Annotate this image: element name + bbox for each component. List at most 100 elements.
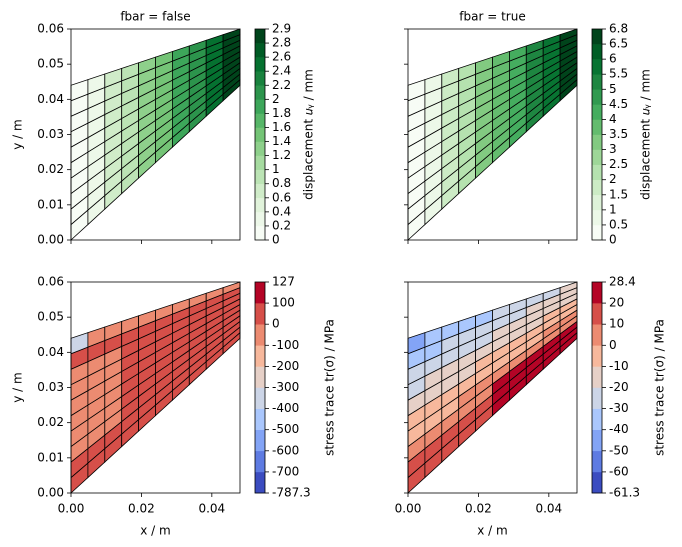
colorbar-tick-label: -500: [272, 422, 299, 436]
colorbar-tick-label: -200: [272, 359, 299, 373]
colorbar-tick-label: 6.8: [609, 22, 628, 36]
colorbar-segment: [255, 99, 265, 114]
colorbar-segment: [592, 366, 602, 388]
colorbar-segment: [255, 324, 265, 346]
colorbar-segment: [255, 113, 265, 128]
x-tick-label: 0.00: [395, 502, 422, 516]
colorbar-segment: [592, 29, 602, 45]
colorbar-segment: [592, 59, 602, 75]
colorbar-tick-label: 6: [609, 52, 617, 66]
y-tick-label: 0.05: [37, 310, 64, 324]
colorbar-segment: [592, 44, 602, 60]
colorbar-tick-label: -787.3: [272, 486, 311, 500]
x-axis-label: x / m: [140, 524, 170, 538]
colorbar-tick-label: 10: [609, 317, 624, 331]
colorbar-tick-label: 1.4: [272, 134, 291, 148]
colorbar-tick-label: -300: [272, 380, 299, 394]
x-axis-label: x / m: [477, 524, 507, 538]
colorbar-tick-label: 1: [272, 162, 280, 176]
y-axis-label: y / m: [11, 119, 25, 149]
colorbar-tick-label: 2.6: [272, 50, 291, 64]
colorbar-tick-label: 2.5: [609, 157, 628, 171]
x-tick-label: 0.04: [198, 502, 225, 516]
colorbar-tick-label: 1.8: [272, 106, 291, 120]
colorbar-segment: [592, 89, 602, 105]
colorbar-segment: [592, 408, 602, 430]
x-tick-label: 0.02: [128, 502, 155, 516]
y-tick-label: 0.01: [37, 450, 64, 464]
y-tick-label: 0.01: [37, 197, 64, 211]
colorbar-segment: [592, 164, 602, 181]
colorbar-segment: [255, 225, 265, 241]
colorbar-segment: [592, 282, 602, 304]
colorbar-segment: [592, 387, 602, 409]
colorbar-segment: [255, 408, 265, 430]
colorbar-tick-label: 127: [272, 275, 295, 289]
colorbar-tick-label: 0.4: [272, 204, 291, 218]
colorbar-segment: [255, 169, 265, 185]
colorbar-frame: [254, 28, 266, 241]
colorbar-segment: [255, 57, 265, 72]
colorbar-tick-label: 4: [609, 112, 617, 126]
colorbar-tick-label: 1: [609, 202, 617, 216]
colorbar-segment: [255, 450, 265, 473]
colorbar-segment: [255, 155, 265, 170]
colorbar-segment: [255, 29, 265, 44]
colorbar-segment: [255, 183, 265, 199]
colorbar-tick-label: 0.8: [272, 176, 291, 190]
colorbar-tick-label: -10: [609, 359, 629, 373]
colorbar-segment: [592, 345, 602, 367]
colorbar-tick-label: 2.2: [272, 78, 291, 92]
y-tick-label: 0.02: [37, 162, 64, 176]
colorbar-segment: [255, 366, 265, 388]
colorbar-tick-label: 1.5: [609, 187, 628, 201]
colorbar-label: displacement 𝑢ᵧ / mm: [639, 69, 653, 200]
colorbar-tick-label: 0: [609, 338, 617, 352]
colorbar-tick-label: 4.5: [609, 97, 628, 111]
colorbar-tick-label: 28.4: [609, 275, 636, 289]
colorbar-segment: [255, 71, 265, 86]
colorbar-tick-label: 2: [272, 92, 280, 106]
colorbar-segment: [255, 211, 265, 227]
panel-title: fbar = false: [120, 10, 190, 24]
colorbar-tick-label: -700: [272, 464, 299, 478]
colorbar-segment: [255, 387, 265, 409]
colorbar-segment: [592, 471, 602, 494]
colorbar-tick-label: 0.6: [272, 190, 291, 204]
y-tick-label: 0.00: [37, 233, 64, 247]
colorbar-segment: [592, 104, 602, 120]
colorbar-segment: [255, 429, 265, 452]
colorbar-segment: [592, 303, 602, 325]
colorbar-segment: [592, 134, 602, 150]
colorbar-tick-label: 3.5: [609, 127, 628, 141]
colorbar-tick-label: 0: [272, 317, 280, 331]
colorbar-segment: [592, 149, 602, 165]
x-tick-label: 0.04: [535, 502, 562, 516]
y-axis-label: y / m: [11, 372, 25, 402]
colorbar-segment: [592, 119, 602, 135]
colorbar-segment: [592, 209, 602, 226]
colorbar-segment: [255, 43, 265, 58]
colorbar-tick-label: 2.4: [272, 64, 291, 78]
y-tick-label: 0.04: [37, 92, 64, 106]
colorbar-tick-label: 100: [272, 296, 295, 310]
colorbar-label: displacement 𝑢ᵧ / mm: [302, 69, 316, 200]
colorbar-tick-label: 3: [609, 142, 617, 156]
colorbar-segment: [255, 197, 265, 213]
colorbar-segment: [592, 179, 602, 196]
y-tick-label: 0.05: [37, 57, 64, 71]
colorbar-segment: [255, 127, 265, 142]
colorbar-label: stress trace tr(σ) / MPa: [323, 319, 337, 456]
colorbar-tick-label: 5: [609, 82, 617, 96]
colorbar-segment: [592, 74, 602, 90]
panel-title: fbar = true: [459, 10, 525, 24]
colorbar-tick-label: -60: [609, 464, 629, 478]
y-tick-label: 0.06: [37, 22, 64, 36]
colorbar-tick-label: 2: [609, 172, 617, 186]
colorbar-tick-label: 2.9: [272, 22, 291, 36]
y-tick-label: 0.03: [37, 380, 64, 394]
x-tick-label: 0.00: [58, 502, 85, 516]
colorbar-tick-label: 0: [609, 233, 617, 247]
colorbar-segment: [255, 85, 265, 100]
